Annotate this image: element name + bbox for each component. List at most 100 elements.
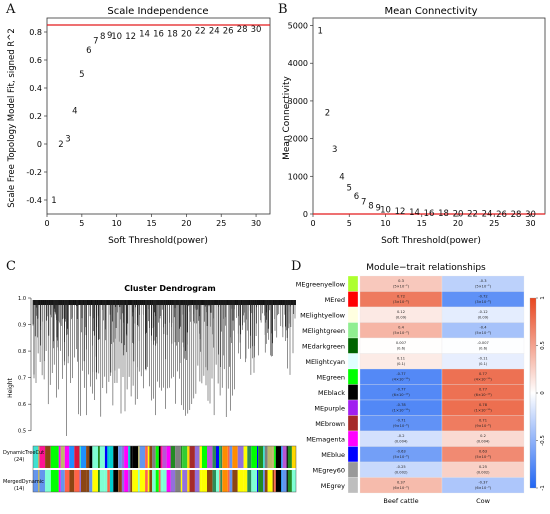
- cell-pvalue: (0.004): [394, 440, 408, 444]
- cell-pvalue: (5×10⁻³): [393, 331, 410, 335]
- merged-dynamic-bar: [33, 470, 296, 492]
- point-label: 6: [354, 192, 359, 202]
- cut-segment: [139, 446, 146, 468]
- merged-segment: [267, 470, 273, 492]
- cut-segment: [45, 446, 51, 468]
- merged-segment: [216, 470, 220, 492]
- merged-segment: [58, 470, 61, 492]
- cell-correlation: -0.77: [396, 388, 405, 392]
- cut-segment: [220, 446, 223, 468]
- merged-segment: [69, 470, 75, 492]
- merged-segment: [92, 470, 99, 492]
- merged-segment: [166, 470, 171, 492]
- cell-correlation: -0.78: [396, 403, 406, 407]
- merged-segment: [258, 470, 263, 492]
- scale-independence-chart: Scale Independence Soft Threshold(power)…: [7, 6, 271, 246]
- cell-correlation: -0.37: [478, 481, 487, 485]
- module-swatch: [347, 415, 359, 432]
- merged-segment: [229, 470, 233, 492]
- cut-segment: [107, 446, 110, 468]
- cell-correlation: -0.11: [478, 357, 487, 361]
- cell-pvalue: (0.1): [479, 362, 488, 366]
- colorbar-tick-label: 0.5: [540, 341, 546, 350]
- merged-segment: [251, 470, 258, 492]
- cut-segment: [201, 446, 207, 468]
- merged-segment: [264, 470, 268, 492]
- point-label: 6: [86, 46, 91, 56]
- merged-segment: [81, 470, 87, 492]
- module-label: MEred: [325, 296, 345, 304]
- cut-segment: [189, 446, 195, 468]
- cell-correlation: -0.12: [478, 310, 487, 314]
- cell-pvalue: (0.6): [479, 347, 488, 351]
- cell-pvalue: (4×10⁻¹⁰): [392, 378, 410, 382]
- dendrogram-branches: [32, 300, 296, 436]
- x-tick-label: 20: [453, 219, 463, 228]
- merged-segment: [121, 470, 125, 492]
- cell-correlation: 0.77: [479, 388, 487, 392]
- cut-segment: [121, 446, 125, 468]
- merged-segment: [232, 470, 238, 492]
- merged-segment: [64, 470, 70, 492]
- y-tick-label: 0.8: [29, 28, 42, 37]
- module-label: MEpurple: [314, 404, 345, 412]
- cell-pvalue: (3×10⁻⁸): [393, 300, 410, 304]
- cut-segment: [257, 446, 259, 468]
- cell-correlation: 0.25: [479, 465, 487, 469]
- cut-segment: [247, 446, 252, 468]
- module-swatch: [347, 430, 359, 447]
- merged-segment: [286, 470, 288, 492]
- cut-segment: [81, 446, 87, 468]
- point-label: 7: [361, 198, 366, 208]
- cut-segment: [155, 446, 159, 468]
- cut-segment: [187, 446, 190, 468]
- cut-segment: [258, 446, 263, 468]
- x-tick-label: 30: [525, 219, 535, 228]
- cut-segment: [212, 446, 216, 468]
- cell-correlation: -0.4: [479, 326, 487, 330]
- cut-segment: [170, 446, 176, 468]
- x-tick-label: 25: [489, 219, 499, 228]
- y-tick-label: 1.0: [18, 296, 26, 302]
- cut-segment: [118, 446, 122, 468]
- merged-segment: [124, 470, 129, 492]
- point-label: 10: [111, 32, 122, 42]
- cell-correlation: 0.12: [397, 310, 405, 314]
- point-label: 1: [318, 26, 323, 36]
- cut-segment: [267, 446, 273, 468]
- point-label: 20: [181, 29, 192, 39]
- cut-segment: [274, 446, 276, 468]
- trait-label: Beef cattle: [383, 497, 418, 505]
- y-tick-label: 0: [303, 210, 308, 219]
- merged-segment: [89, 470, 93, 492]
- cluster-dendrogram-chart: Cluster Dendrogram Height 0.5 0.6 0.7 0.8 0.…: [3, 284, 297, 493]
- point-label: 9: [376, 204, 381, 214]
- cut-segment: [39, 446, 46, 468]
- merged-segment: [243, 470, 248, 492]
- colorbar-2-sub: (14): [14, 486, 24, 492]
- merged-segment: [274, 470, 276, 492]
- merged-segment: [287, 470, 292, 492]
- cut-segment: [64, 446, 70, 468]
- merged-segment: [113, 470, 119, 492]
- point-label: 8: [368, 201, 373, 211]
- merged-segment: [38, 470, 40, 492]
- point-label: 3: [332, 145, 337, 155]
- cut-segment: [287, 446, 292, 468]
- cut-segment: [275, 446, 282, 468]
- panel-label-c: C: [6, 259, 16, 274]
- cut-segment: [291, 446, 296, 468]
- y-tick-label: 2000: [288, 135, 308, 144]
- chart-c-ylabel: Height: [7, 377, 14, 397]
- point-label: 5: [79, 70, 84, 80]
- cut-segment: [152, 446, 156, 468]
- module-label: MEblack: [318, 389, 345, 397]
- merged-segment: [281, 470, 283, 492]
- merged-segment: [39, 470, 46, 492]
- cut-segment: [162, 446, 167, 468]
- cut-segment: [86, 446, 90, 468]
- module-swatch: [347, 291, 359, 308]
- cut-segment: [99, 446, 105, 468]
- module-label: MElightcyan: [305, 358, 345, 366]
- module-label: MEgrey: [321, 482, 345, 490]
